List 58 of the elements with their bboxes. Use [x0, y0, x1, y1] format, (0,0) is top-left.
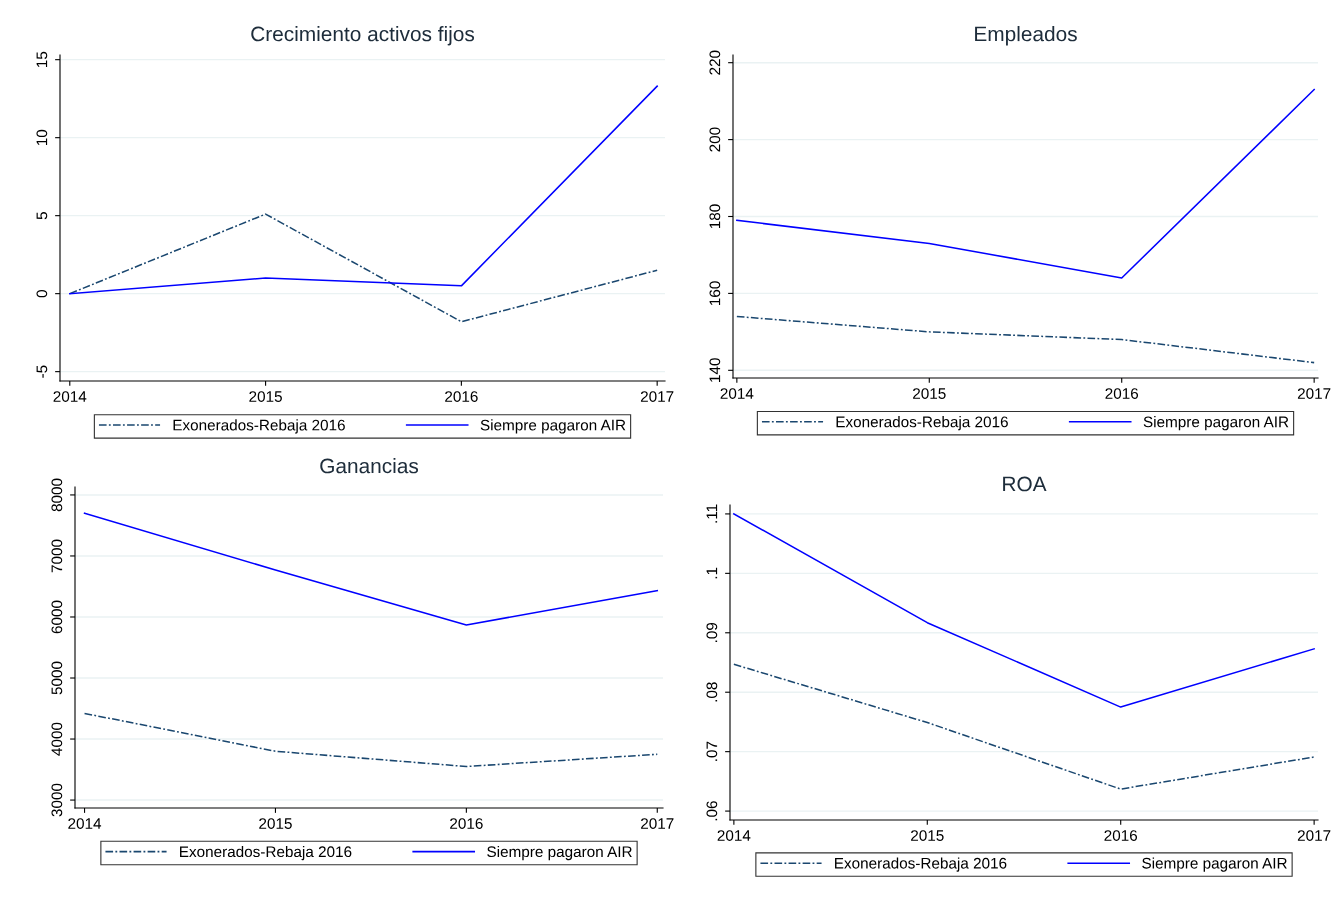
line-series — [733, 513, 1315, 708]
y-tick-label: 180 — [709, 204, 721, 229]
y-tick-label: -5 — [36, 365, 48, 378]
line-series — [83, 512, 659, 626]
x-tick-label: 2017 — [1297, 830, 1331, 841]
y-tick-label: 6000 — [51, 600, 63, 634]
y-tick-label: 10 — [36, 129, 48, 145]
line-series — [736, 315, 1315, 364]
x-tick-label: 2016 — [450, 818, 483, 829]
y-tick-label: .1 — [706, 567, 718, 579]
line-series — [733, 663, 1315, 790]
legend-label: Siempre pagaron AIR — [480, 419, 626, 434]
x-tick-label: 2017 — [640, 391, 674, 402]
x-tick-label: 2016 — [445, 391, 478, 402]
legend-label: Exonerados-Rebaja 2016 — [180, 845, 352, 861]
legend-label: Exonerados-Rebaja 2016 — [836, 416, 1008, 431]
x-tick-label: 2015 — [911, 830, 944, 841]
chart-title: ROA — [1003, 476, 1047, 492]
chart-title: Ganancias — [320, 458, 419, 474]
y-tick-label: .06 — [706, 801, 718, 821]
y-tick-label: 8000 — [51, 478, 63, 512]
y-tick-label: 5 — [36, 212, 48, 220]
x-tick-label: 2015 — [249, 391, 282, 402]
line-series — [69, 213, 658, 323]
x-tick-label: 2014 — [720, 388, 754, 399]
x-tick-label: 2016 — [1105, 388, 1139, 399]
y-tick-label: 7000 — [51, 539, 63, 573]
y-tick-label: 3000 — [51, 783, 63, 817]
y-tick-label: 160 — [709, 281, 721, 305]
y-tick-label: .07 — [706, 741, 718, 761]
x-tick-label: 2014 — [53, 391, 87, 402]
x-tick-label: 2014 — [717, 830, 751, 841]
legend-label: Siempre pagaron AIR — [487, 845, 632, 861]
y-tick-label: 4000 — [51, 722, 63, 756]
legend-label: Siempre pagaron AIR — [1142, 857, 1287, 872]
x-tick-label: 2017 — [641, 818, 674, 829]
x-tick-label: 2017 — [1297, 388, 1331, 399]
y-tick-label: .11 — [706, 504, 718, 523]
y-tick-label: .09 — [706, 622, 718, 643]
x-tick-label: 2015 — [913, 388, 946, 399]
y-tick-label: 0 — [36, 290, 48, 298]
legend-label: Exonerados-Rebaja 2016 — [835, 857, 1007, 872]
legend-label: Exonerados-Rebaja 2016 — [173, 419, 345, 434]
y-tick-label: 140 — [709, 358, 721, 382]
line-series — [69, 85, 658, 295]
y-tick-label: 15 — [36, 51, 48, 68]
x-tick-label: 2016 — [1104, 830, 1138, 841]
chart-title: Crecimiento activos fijos — [251, 26, 475, 46]
chart-title: Empleados — [975, 26, 1077, 46]
x-tick-label: 2015 — [259, 818, 292, 829]
legend-label: Siempre pagaron AIR — [1143, 416, 1289, 431]
x-tick-label: 2014 — [68, 818, 102, 829]
y-tick-label: 200 — [709, 127, 721, 152]
line-series — [83, 712, 659, 768]
line-series — [736, 88, 1315, 279]
y-tick-label: 220 — [709, 50, 721, 75]
y-tick-label: 5000 — [51, 661, 63, 695]
y-tick-label: .08 — [706, 682, 718, 702]
